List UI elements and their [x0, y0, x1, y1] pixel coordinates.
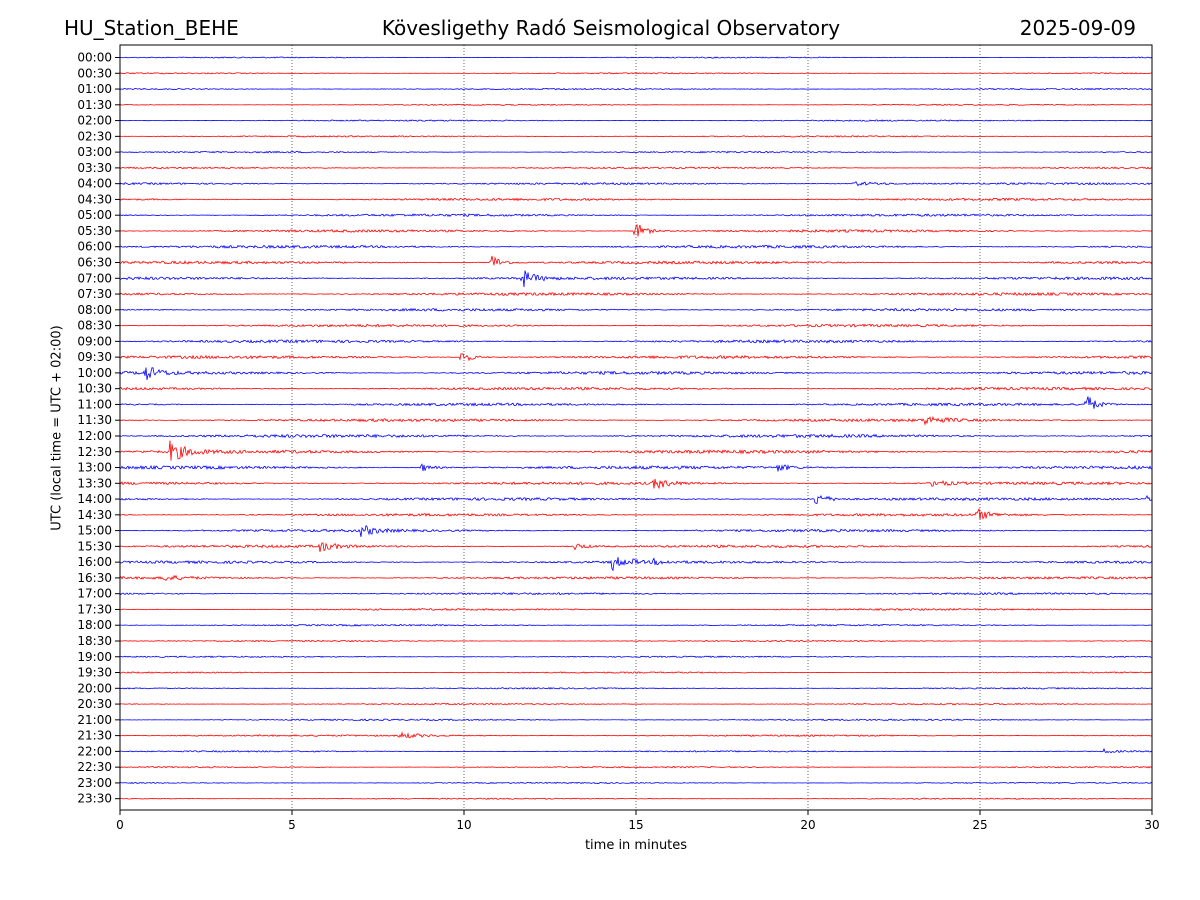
trace-04:00	[120, 182, 1152, 186]
y-tick-label-03:30: 03:30	[77, 161, 112, 175]
trace-12:00	[120, 434, 1152, 437]
trace-02:00	[120, 120, 1152, 121]
y-tick-label-02:30: 02:30	[77, 129, 112, 143]
y-tick-label-18:00: 18:00	[77, 618, 112, 632]
y-tick-label-23:30: 23:30	[77, 792, 112, 806]
y-tick-label-21:30: 21:30	[77, 729, 112, 743]
y-tick-label-00:00: 00:00	[77, 51, 112, 65]
y-tick-label-09:30: 09:30	[77, 350, 112, 364]
trace-14:00	[120, 496, 1152, 504]
x-tick-label-20: 20	[800, 818, 815, 832]
y-tick-label-19:00: 19:00	[77, 650, 112, 664]
y-tick-label-15:00: 15:00	[77, 524, 112, 538]
grid-lines	[292, 45, 980, 810]
y-tick-label-16:30: 16:30	[77, 571, 112, 585]
y-tick-label-00:30: 00:30	[77, 66, 112, 80]
x-tick-label-10: 10	[456, 818, 471, 832]
y-tick-label-06:30: 06:30	[77, 256, 112, 270]
x-axis: 0 5 10 15 20 25 30	[116, 810, 1159, 832]
y-tick-label-09:00: 09:00	[77, 334, 112, 348]
y-tick-label-20:30: 20:30	[77, 697, 112, 711]
y-tick-label-17:00: 17:00	[77, 587, 112, 601]
y-tick-label-01:00: 01:00	[77, 82, 112, 96]
y-tick-label-04:00: 04:00	[77, 177, 112, 191]
trace-16:00	[120, 557, 1152, 570]
y-tick-label-08:00: 08:00	[77, 303, 112, 317]
trace-22:30	[120, 766, 1152, 767]
trace-06:00	[120, 245, 1152, 248]
trace-06:30	[120, 256, 1152, 265]
trace-20:30	[120, 703, 1152, 704]
y-tick-label-14:00: 14:00	[77, 492, 112, 506]
y-tick-label-06:00: 06:00	[77, 240, 112, 254]
y-tick-label-11:00: 11:00	[77, 397, 112, 411]
y-tick-label-10:30: 10:30	[77, 382, 112, 396]
y-tick-label-23:00: 23:00	[77, 776, 112, 790]
y-tick-label-21:00: 21:00	[77, 713, 112, 727]
y-tick-label-20:00: 20:00	[77, 681, 112, 695]
x-tick-label-15: 15	[628, 818, 643, 832]
x-tick-label-5: 5	[288, 818, 296, 832]
y-tick-label-11:30: 11:30	[77, 413, 112, 427]
trace-01:30	[120, 104, 1152, 105]
y-tick-label-22:30: 22:30	[77, 760, 112, 774]
y-tick-label-13:30: 13:30	[77, 476, 112, 490]
y-tick-label-05:00: 05:00	[77, 208, 112, 222]
trace-08:00	[120, 309, 1152, 311]
seismogram-plot: 00:0000:30 01:00 01:30 02:0002:30 03:00 03:30…	[0, 0, 1200, 900]
y-tick-label-13:00: 13:00	[77, 461, 112, 475]
y-tick-label-17:30: 17:30	[77, 602, 112, 616]
y-tick-label-15:30: 15:30	[77, 539, 112, 553]
x-tick-label-25: 25	[972, 818, 987, 832]
y-tick-label-22:00: 22:00	[77, 744, 112, 758]
y-tick-label-03:00: 03:00	[77, 145, 112, 159]
trace-05:00	[120, 214, 1152, 216]
y-tick-label-07:30: 07:30	[77, 287, 112, 301]
trace-01:00	[120, 88, 1152, 89]
y-tick-label-12:00: 12:00	[77, 429, 112, 443]
y-tick-label-08:30: 08:30	[77, 319, 112, 333]
y-tick-label-19:30: 19:30	[77, 666, 112, 680]
y-tick-label-02:00: 02:00	[77, 114, 112, 128]
y-tick-label-14:30: 14:30	[77, 508, 112, 522]
y-tick-label-04:30: 04:30	[77, 192, 112, 206]
trace-17:30	[120, 609, 1152, 611]
y-tick-label-07:00: 07:00	[77, 271, 112, 285]
y-tick-label-16:00: 16:00	[77, 555, 112, 569]
trace-23:30	[120, 798, 1152, 799]
y-tick-label-01:30: 01:30	[77, 98, 112, 112]
x-tick-label-30: 30	[1144, 818, 1159, 832]
y-tick-label-12:30: 12:30	[77, 445, 112, 459]
trace-10:30	[120, 387, 1152, 390]
trace-18:30	[120, 640, 1152, 641]
trace-15:30	[120, 543, 1152, 552]
y-tick-label-18:30: 18:30	[77, 634, 112, 648]
x-tick-label-0: 0	[116, 818, 124, 832]
y-tick-label-10:00: 10:00	[77, 366, 112, 380]
y-tick-label-05:30: 05:30	[77, 224, 112, 238]
trace-03:00	[120, 151, 1152, 153]
